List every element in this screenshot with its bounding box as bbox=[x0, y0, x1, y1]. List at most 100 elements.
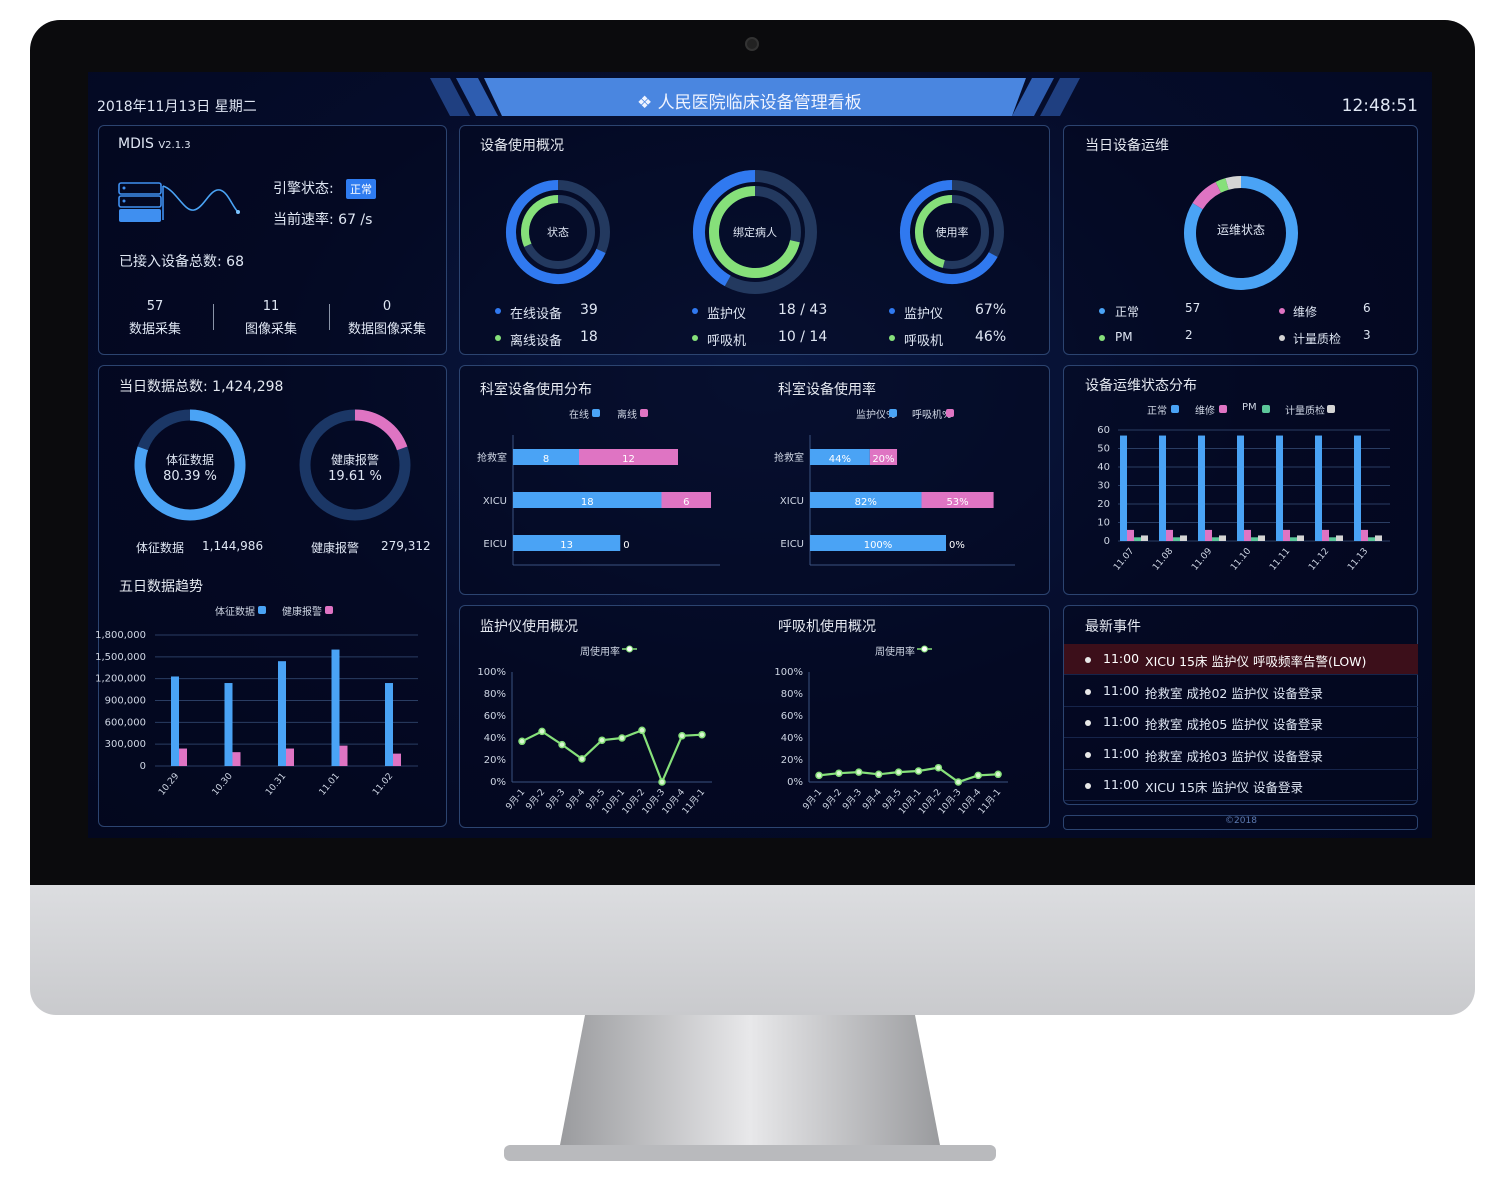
donut-center-label: 状态 bbox=[547, 226, 569, 239]
engine-status-badge: 正常 bbox=[346, 179, 376, 199]
monitor-stand bbox=[504, 1015, 996, 1161]
legend-value: 39 bbox=[580, 302, 598, 318]
maintenance-title: 当日设备运维 bbox=[1085, 138, 1169, 154]
title-text: 人民医院临床设备管理看板 bbox=[657, 93, 862, 113]
legend-label: 计量质检 bbox=[1293, 332, 1342, 346]
bullet-icon bbox=[1085, 783, 1091, 789]
legend-value: 46% bbox=[975, 329, 1007, 345]
bullet-icon bbox=[1085, 751, 1091, 758]
maintenance-panel bbox=[1063, 125, 1418, 355]
legend-swatch bbox=[946, 409, 954, 417]
status-distribution-panel bbox=[1063, 365, 1418, 595]
legend-label: 维修 bbox=[1195, 406, 1215, 417]
engine-status-label: 引擎状态: bbox=[273, 181, 334, 197]
legend-label: 正常 bbox=[1147, 406, 1167, 417]
event-row[interactable] bbox=[1064, 676, 1418, 707]
event-text: 抢救室 成抢03 监护仪 设备登录 bbox=[1145, 748, 1323, 764]
event-row[interactable] bbox=[1064, 644, 1418, 675]
event-text: XICU 15床 监护仪 设备登录 bbox=[1145, 780, 1303, 795]
legend-value: 67% bbox=[975, 302, 1007, 318]
legend-label: 计量质检 bbox=[1285, 406, 1325, 417]
camera bbox=[745, 37, 759, 51]
legend-swatch bbox=[640, 409, 648, 417]
legend-label: 呼吸机% bbox=[912, 410, 952, 421]
dept-rate-title: 科室设备使用率 bbox=[778, 382, 876, 398]
event-row[interactable] bbox=[1064, 739, 1418, 770]
logo-icon: ❖ bbox=[637, 93, 658, 113]
vital-data-value: 1,144,986 bbox=[202, 539, 264, 553]
event-time: 11:00 bbox=[1103, 714, 1140, 729]
donut-center-label: 运维状态 bbox=[1216, 223, 1266, 237]
legend-label: 呼吸机 bbox=[904, 334, 944, 349]
legend-label: 离线设备 bbox=[510, 334, 563, 349]
event-time: 11:00 bbox=[1103, 745, 1140, 761]
event-time: 11:00 bbox=[1103, 651, 1140, 666]
stat-value: 0 bbox=[382, 299, 392, 314]
legend-label: 监护仪% bbox=[856, 410, 896, 421]
divider bbox=[329, 304, 330, 330]
header-date: 2018年11月13日 星期二 bbox=[97, 99, 257, 115]
legend-value: 6 bbox=[1363, 301, 1371, 315]
legend-value: 18 / 43 bbox=[778, 302, 828, 318]
vent-usage-title: 呼吸机使用概况 bbox=[778, 619, 876, 635]
legend-label: 维修 bbox=[1293, 305, 1318, 319]
bullet-icon bbox=[1085, 657, 1091, 663]
legend-label: 监护仪 bbox=[904, 307, 944, 322]
legend-dot bbox=[1099, 335, 1105, 341]
legend-label: 周使用率 bbox=[875, 647, 915, 658]
legend-dot bbox=[692, 308, 698, 314]
donut-center-label: 健康报警 bbox=[330, 453, 380, 467]
legend-value: 18 bbox=[580, 329, 598, 345]
total-devices: 已接入设备总数: 68 bbox=[119, 251, 244, 271]
legend-label: 在线设备 bbox=[510, 307, 563, 322]
legend-value: 2 bbox=[1185, 328, 1193, 342]
legend-dot bbox=[1279, 335, 1285, 341]
donut-center-value: 19.61 % bbox=[328, 469, 382, 484]
stat-value: 11 bbox=[262, 299, 280, 314]
legend-value: 57 bbox=[1185, 301, 1201, 315]
legend-label: 在线 bbox=[569, 410, 589, 421]
five-day-title: 五日数据趋势 bbox=[119, 579, 203, 595]
legend-dot bbox=[889, 335, 895, 341]
event-text: XICU 15床 监护仪 呼吸频率告警(LOW) bbox=[1145, 654, 1367, 669]
alarm-label: 健康报警 bbox=[311, 541, 360, 555]
legend-swatch bbox=[1171, 405, 1179, 413]
legend-dot bbox=[889, 308, 895, 314]
legend-swatch bbox=[1262, 405, 1270, 413]
legend-dot bbox=[1099, 308, 1105, 314]
legend-dot bbox=[692, 335, 698, 341]
bullet-icon bbox=[1085, 720, 1091, 726]
total-value: 68 bbox=[226, 254, 244, 270]
event-text: 抢救室 成抢02 监护仪 设备登录 bbox=[1145, 685, 1323, 701]
rate-row: 当前速率: 67 /s bbox=[273, 209, 372, 229]
legend-swatch bbox=[258, 606, 266, 614]
stat-value: 57 bbox=[146, 299, 164, 314]
status-dist-title: 设备运维状态分布 bbox=[1085, 378, 1197, 394]
legend-label: 呼吸机 bbox=[707, 334, 747, 349]
events-panel bbox=[1063, 605, 1418, 805]
system-version: V2.1.3 bbox=[158, 140, 191, 151]
dashboard-title: ❖ 人民医院临床设备管理看板 bbox=[637, 88, 862, 113]
legend-label: 离线 bbox=[617, 410, 637, 421]
legend-swatch bbox=[592, 409, 600, 417]
legend-dot bbox=[495, 308, 501, 314]
event-time: 11:00 bbox=[1103, 777, 1140, 792]
dept-dist-title: 科室设备使用分布 bbox=[480, 382, 592, 398]
donut-center-label: 绑定病人 bbox=[733, 226, 777, 239]
event-row[interactable] bbox=[1064, 770, 1418, 801]
legend-label: 监护仪 bbox=[707, 307, 747, 322]
legend-value: 10 / 14 bbox=[778, 329, 828, 345]
daily-data-panel bbox=[98, 365, 447, 827]
title-banner bbox=[430, 78, 1080, 116]
rate-value: 67 /s bbox=[338, 212, 373, 228]
stat-label: 数据图像采集 bbox=[347, 322, 427, 337]
legend-label: 周使用率 bbox=[580, 647, 620, 658]
legend-label: PM bbox=[1115, 330, 1133, 344]
legend-dot bbox=[1279, 308, 1285, 314]
donut-center-label: 体征数据 bbox=[165, 453, 215, 467]
event-row[interactable] bbox=[1064, 707, 1418, 738]
legend-dot bbox=[495, 335, 501, 341]
footer-bar bbox=[1063, 815, 1418, 830]
system-panel bbox=[98, 125, 447, 355]
events-title: 最新事件 bbox=[1085, 619, 1141, 635]
